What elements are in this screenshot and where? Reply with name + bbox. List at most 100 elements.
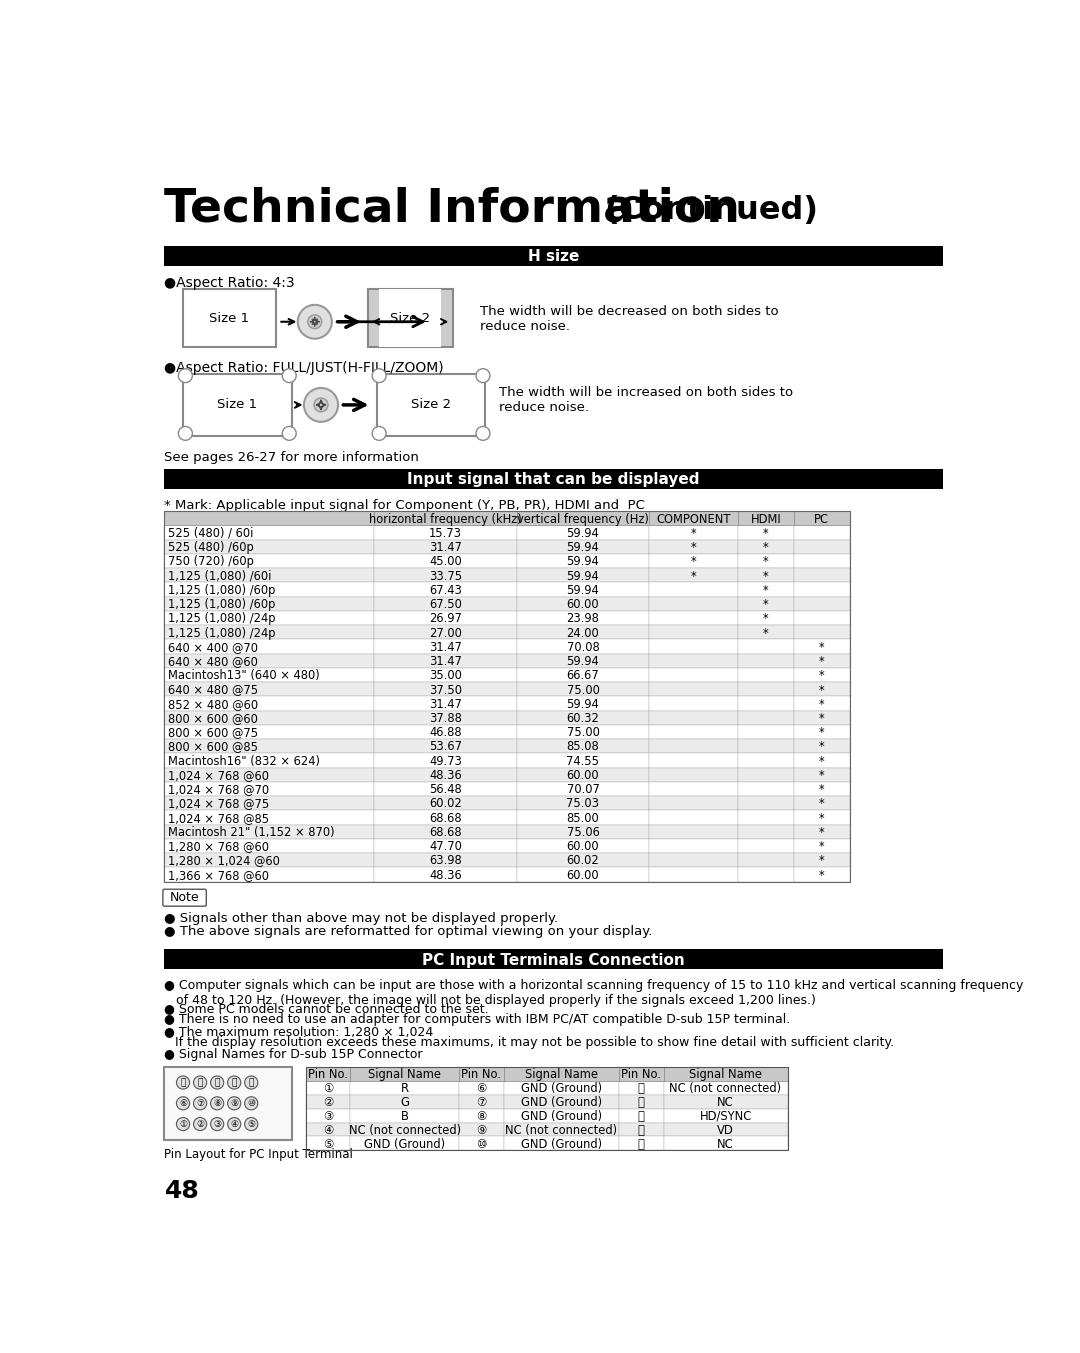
Bar (350, 1095, 459, 1108)
Bar (374, 796, 517, 810)
Bar (164, 824, 374, 839)
Text: NC (not connected): NC (not connected) (349, 1124, 461, 1137)
Bar (374, 525, 517, 540)
Bar (164, 245, 943, 265)
Text: Pin Layout for PC Input Terminal: Pin Layout for PC Input Terminal (164, 1147, 353, 1161)
Bar (374, 682, 517, 697)
Bar (794, 682, 850, 697)
Bar (517, 612, 649, 625)
Text: 48.36: 48.36 (429, 769, 462, 782)
Text: 750 (720) /60p: 750 (720) /60p (168, 555, 254, 568)
Text: 525 (480) / 60i: 525 (480) / 60i (168, 526, 254, 540)
Text: 1,125 (1,080) /60p: 1,125 (1,080) /60p (168, 598, 275, 612)
Text: 852 × 480 @60: 852 × 480 @60 (168, 698, 258, 710)
Text: The width will be increased on both sides to
reduce noise.: The width will be increased on both side… (499, 386, 794, 414)
Text: 70.08: 70.08 (567, 641, 599, 653)
Circle shape (476, 426, 490, 440)
Text: 1,125 (1,080) /24p: 1,125 (1,080) /24p (168, 613, 275, 625)
Text: 49.73: 49.73 (429, 755, 462, 767)
Bar (374, 824, 517, 839)
Bar (794, 852, 850, 867)
Text: Signal Name: Signal Name (689, 1069, 762, 1081)
Bar (374, 653, 517, 668)
Bar (794, 782, 850, 796)
Text: *: * (690, 541, 697, 553)
Text: 1,024 × 768 @60: 1,024 × 768 @60 (168, 769, 269, 782)
Bar (164, 782, 374, 796)
Bar (663, 1108, 787, 1123)
Bar (649, 867, 738, 882)
Bar (649, 612, 738, 625)
Bar (649, 525, 738, 540)
Text: ②: ② (323, 1096, 333, 1109)
Circle shape (298, 304, 332, 338)
Text: 31.47: 31.47 (429, 541, 462, 553)
Text: Size 1: Size 1 (210, 313, 249, 325)
Bar (517, 540, 649, 553)
Bar (164, 867, 374, 882)
Bar (350, 1068, 459, 1081)
Text: vertical frequency (Hz): vertical frequency (Hz) (517, 513, 649, 525)
Bar (164, 739, 374, 754)
Bar (374, 754, 517, 767)
Bar (794, 668, 850, 682)
Text: ●Aspect Ratio: 4:3: ●Aspect Ratio: 4:3 (164, 276, 295, 291)
Text: 63.98: 63.98 (429, 855, 462, 867)
Bar (794, 511, 850, 525)
Text: ⑥: ⑥ (179, 1099, 187, 1108)
Text: ●Aspect Ratio: FULL/JUST(H-FILL/ZOOM): ●Aspect Ratio: FULL/JUST(H-FILL/ZOOM) (164, 361, 444, 375)
Bar (738, 525, 794, 540)
Bar (738, 796, 794, 810)
Text: 37.88: 37.88 (429, 712, 462, 725)
Circle shape (303, 388, 338, 422)
Bar (738, 739, 794, 754)
Bar (517, 782, 649, 796)
Text: ● The above signals are reformatted for optimal viewing on your display.: ● The above signals are reformatted for … (164, 924, 652, 938)
Bar (374, 839, 517, 852)
Circle shape (211, 1076, 224, 1089)
Text: 1,125 (1,080) /60p: 1,125 (1,080) /60p (168, 583, 275, 597)
Text: 1,024 × 768 @85: 1,024 × 768 @85 (168, 812, 269, 825)
Bar (164, 511, 374, 525)
Text: 33.75: 33.75 (429, 570, 462, 583)
Bar (738, 668, 794, 682)
Bar (649, 540, 738, 553)
Text: 48.36: 48.36 (429, 869, 462, 882)
Text: * Mark: Applicable input signal for Component (Y, PB, PR), HDMI and  PC: * Mark: Applicable input signal for Comp… (164, 499, 646, 511)
Bar (164, 710, 374, 725)
Text: 31.47: 31.47 (429, 698, 462, 710)
Bar (794, 625, 850, 640)
Bar (738, 625, 794, 640)
Text: ⑮: ⑮ (637, 1138, 645, 1150)
Bar (374, 553, 517, 568)
Bar (794, 582, 850, 597)
Text: 59.94: 59.94 (567, 570, 599, 583)
Bar (350, 1108, 459, 1123)
Bar (374, 640, 517, 653)
Text: ⑦: ⑦ (197, 1099, 204, 1108)
Bar (738, 852, 794, 867)
Bar (164, 540, 374, 553)
Bar (164, 1068, 293, 1141)
Bar (504, 1081, 619, 1095)
Bar (619, 1123, 663, 1137)
Bar (350, 1081, 459, 1095)
Text: *: * (764, 526, 769, 540)
Bar (517, 739, 649, 754)
Bar (649, 810, 738, 824)
Bar (164, 640, 374, 653)
Bar (794, 553, 850, 568)
Bar (306, 1095, 350, 1108)
Bar (649, 568, 738, 582)
Text: Signal Name: Signal Name (368, 1069, 442, 1081)
Bar (649, 839, 738, 852)
Bar (517, 754, 649, 767)
Text: Pin No.: Pin No. (461, 1069, 501, 1081)
Text: Note: Note (170, 892, 200, 904)
Text: ⑤: ⑤ (247, 1119, 255, 1128)
Circle shape (193, 1118, 206, 1131)
Text: *: * (690, 570, 697, 583)
Bar (374, 582, 517, 597)
Text: OK: OK (309, 315, 321, 325)
Text: ● The maximum resolution: 1,280 × 1,024: ● The maximum resolution: 1,280 × 1,024 (164, 1024, 434, 1038)
